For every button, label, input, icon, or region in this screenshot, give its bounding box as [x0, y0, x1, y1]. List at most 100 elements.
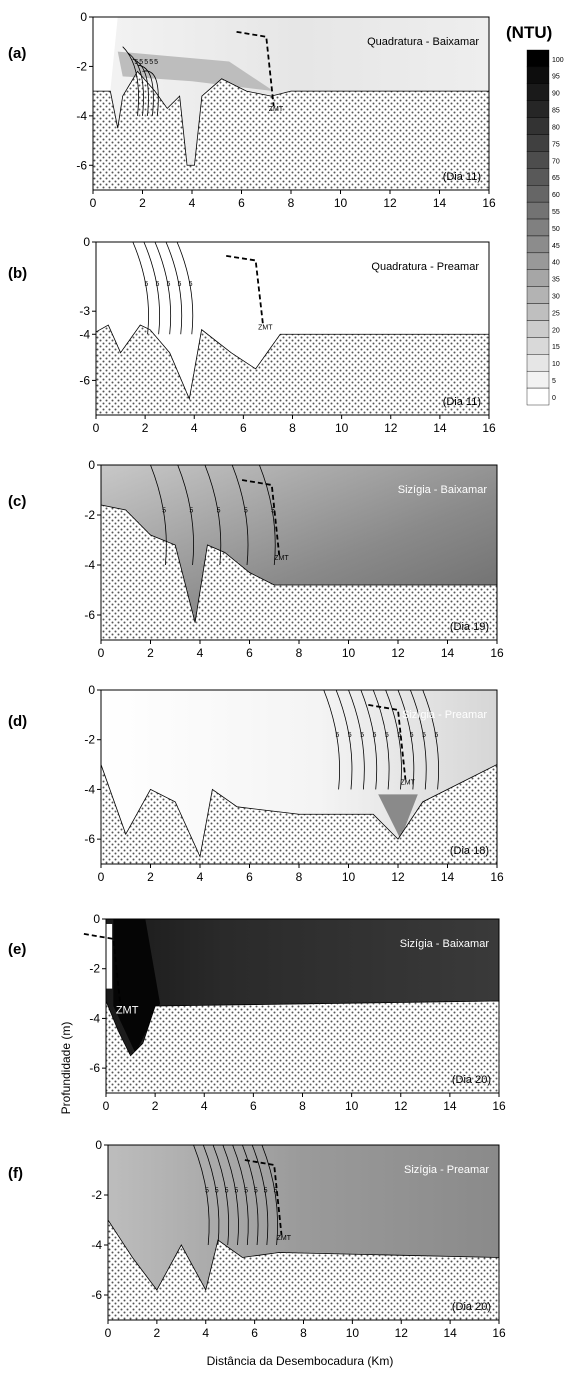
zmt-label: ZMT — [274, 555, 289, 562]
colorbar-tick-label: 25 — [552, 310, 560, 317]
colorbar-tick-label: 100 — [552, 57, 564, 64]
x-tick-label: 0 — [93, 421, 100, 435]
x-tick-label: 10 — [342, 646, 356, 660]
turbidity-band — [117, 51, 274, 92]
colorbar-tick-label: 60 — [552, 192, 560, 199]
contour-label: 5 — [234, 1188, 238, 1195]
y-tick-label: 0 — [88, 683, 95, 697]
surface-gap — [106, 923, 113, 989]
y-tick-label: -3 — [79, 304, 90, 318]
x-tick-label: 12 — [395, 1326, 409, 1340]
colorbar-swatch — [526, 320, 550, 338]
y-tick-label: -2 — [76, 59, 87, 73]
contour-label: 5 — [149, 59, 153, 66]
contour-line — [212, 1144, 230, 1246]
colorbar-tick-label: 70 — [552, 158, 560, 165]
contour-line — [242, 1144, 259, 1246]
y-tick-label: -4 — [91, 1238, 102, 1252]
zmt-label: ZMT — [116, 1004, 139, 1016]
contour-line — [410, 689, 427, 790]
x-tick-label: 2 — [147, 646, 154, 660]
contour-label: 5 — [422, 732, 426, 739]
x-tick-label: 14 — [433, 196, 447, 210]
x-tick-label: 2 — [142, 421, 149, 435]
x-tick-label: 0 — [103, 1099, 110, 1113]
panel-day: (Dia 18) — [450, 845, 489, 857]
panel-day: (Dia 20) — [452, 1074, 491, 1086]
contour-line — [372, 689, 390, 790]
sediment-bottom — [95, 324, 490, 416]
x-tick-label: 16 — [492, 1326, 506, 1340]
y-tick-label: -6 — [84, 608, 95, 622]
x-tick-label: 16 — [482, 421, 496, 435]
colorbar-swatch — [526, 252, 550, 270]
y-tick-label: -6 — [84, 832, 95, 846]
contour-line — [261, 1144, 278, 1246]
y-tick-label: -4 — [84, 782, 95, 796]
contour-label: 5 — [244, 1188, 248, 1195]
water-column — [96, 242, 489, 399]
contour-line — [348, 689, 365, 790]
x-tick-label: 2 — [147, 870, 154, 884]
contour-line — [193, 1144, 210, 1246]
panel-d: (d) 5 5 5 5 5 5 5 5 5 ZMT 0 2 4 6 8 10 12 14 16 0 -2 -4 -6 Sizíg… — [8, 683, 504, 884]
colorbar-swatch — [526, 66, 550, 85]
contour-line — [204, 464, 222, 566]
contour-line — [259, 464, 276, 566]
contour-line — [251, 1144, 269, 1246]
x-tick-label: 10 — [334, 196, 348, 210]
colorbar-tick-label: 90 — [552, 91, 560, 98]
contour-label: 5 — [434, 732, 438, 739]
colorbar-swatch — [526, 370, 550, 389]
x-tick-label: 8 — [296, 646, 303, 660]
x-tick-label: 6 — [246, 646, 253, 660]
colorbar-tick-label: 55 — [552, 209, 560, 216]
y-tick-label: 0 — [93, 912, 100, 926]
contour-label: 5 — [162, 508, 166, 515]
colorbar-swatch — [526, 337, 550, 355]
colorbar-tick-label: 0 — [552, 395, 556, 402]
x-tick-label: 10 — [342, 870, 356, 884]
contour-label: 5 — [360, 732, 364, 739]
sediment-bottom — [105, 1000, 500, 1094]
contour-line — [422, 689, 439, 790]
zmt-line — [244, 1159, 283, 1236]
colorbar-tick-label: 95 — [552, 74, 560, 81]
contour-line — [143, 241, 161, 335]
x-tick-label: 0 — [105, 1326, 112, 1340]
y-tick-label: -2 — [84, 508, 95, 522]
colorbar-swatch — [526, 201, 550, 220]
zmt-label: ZMT — [258, 325, 273, 332]
contour-label: 5 — [348, 732, 352, 739]
contour-line — [232, 1144, 249, 1246]
contour-line — [360, 689, 378, 790]
contour-label: 5 — [273, 1188, 277, 1195]
panel-e: (e) ZMT 0 2 4 6 8 10 12 14 16 0 -2 -4 -6 Sizígia - Baix… — [8, 912, 506, 1113]
colorbar-swatch — [526, 235, 550, 254]
panel-day: (Dia 11) — [443, 171, 481, 183]
contour-label: 5 — [144, 59, 148, 66]
x-tick-label: 6 — [250, 1099, 257, 1113]
x-tick-label: 14 — [433, 421, 447, 435]
contour-label: 5 — [215, 1188, 219, 1195]
x-tick-label: 12 — [384, 421, 398, 435]
colorbar-tick-label: 20 — [552, 327, 560, 334]
contour-line — [127, 52, 144, 116]
x-tick-label: 14 — [443, 1326, 457, 1340]
panel-label: (e) — [8, 941, 26, 958]
x-tick-label: 6 — [240, 421, 247, 435]
x-tick-label: 2 — [152, 1099, 159, 1113]
contour-label: 5 — [385, 732, 389, 739]
colorbar-tick-label: 65 — [552, 175, 560, 182]
colorbar-swatch — [526, 303, 550, 321]
contour-label: 5 — [264, 1188, 268, 1195]
contour-line — [154, 241, 172, 335]
contour-line — [122, 46, 139, 116]
colorbar-tick-label: 15 — [552, 344, 560, 351]
contour-label: 5 — [178, 281, 182, 288]
x-tick-label: 4 — [202, 1326, 209, 1340]
high-turbidity-zone — [113, 919, 161, 1054]
colorbar-tick-label: 80 — [552, 124, 560, 131]
colorbar-swatch — [526, 168, 550, 186]
